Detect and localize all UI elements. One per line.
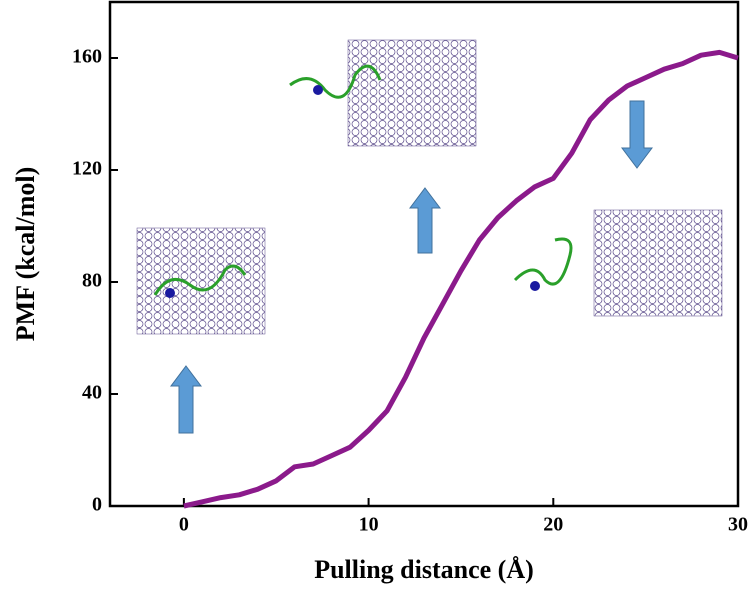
y-tick-label: 80 <box>82 270 102 292</box>
pmf-line <box>183 49 739 509</box>
x-tick-label: 20 <box>543 514 563 536</box>
x-tick-label: 30 <box>728 514 748 536</box>
y-axis-label: PMF (kcal/mol) <box>11 167 40 341</box>
plot-frame <box>108 0 740 508</box>
x-tick-label: 10 <box>359 514 379 536</box>
y-tick-label: 40 <box>82 382 102 404</box>
y-tick-label: 120 <box>72 158 102 180</box>
nanotube-images <box>136 39 723 335</box>
arrows <box>170 100 653 434</box>
x-axis-label: Pulling distance (Å) <box>314 555 534 584</box>
y-tick-label: 0 <box>92 494 102 516</box>
x-tick-label: 0 <box>179 514 189 536</box>
y-tick-label: 160 <box>72 46 102 68</box>
